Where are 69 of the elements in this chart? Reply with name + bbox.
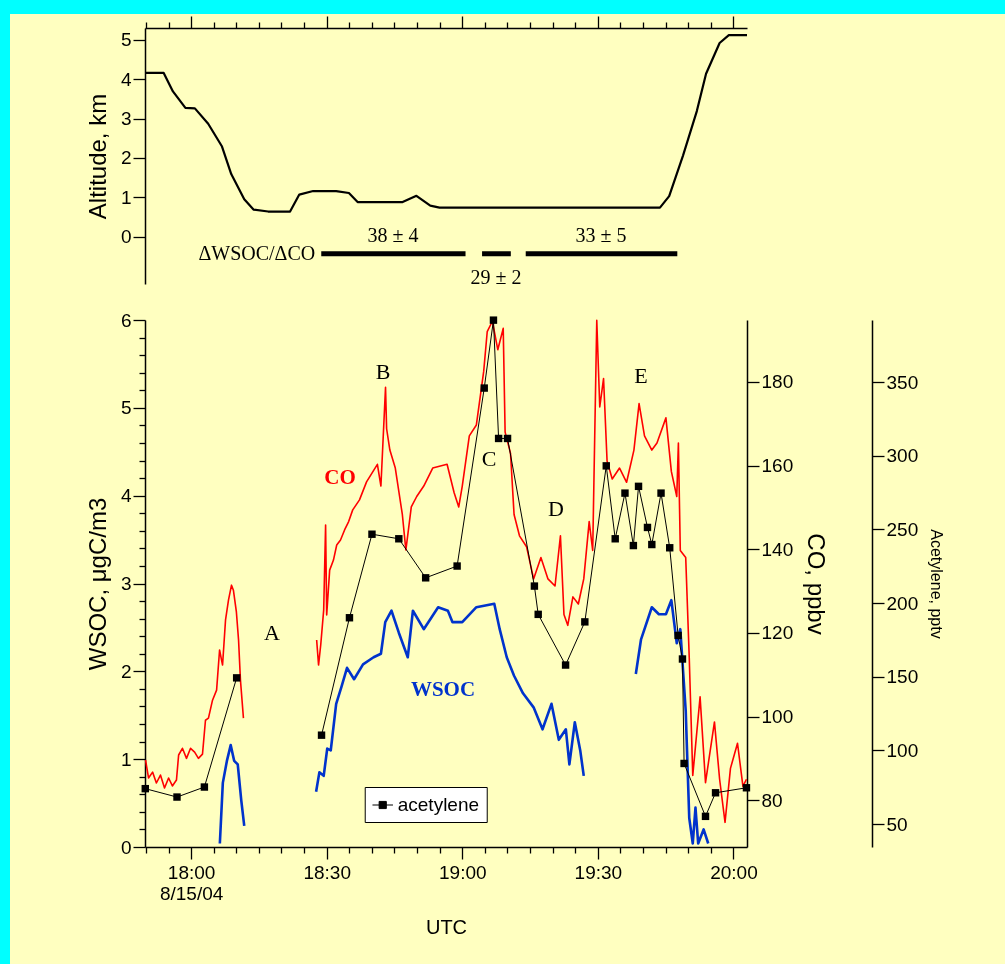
y-axis-title: Altitude, km [83,93,111,220]
point [395,535,403,543]
legend-label: acetylene [397,794,480,815]
point [368,530,376,538]
point [232,674,241,682]
x-tick-label: 18:00 8/15/04 [159,861,224,904]
point [581,618,589,626]
y2-tick-label: 120 [761,622,794,644]
x-tick-label: 18:30 [303,861,351,883]
point [657,489,665,497]
annotation: B [375,359,391,384]
y-tick-label: 0 [120,836,132,858]
annotation: C [481,446,497,471]
y-tick-label: 4 [120,68,132,90]
y-tick-label: 4 [120,485,132,507]
y-tick-label: 1 [120,186,132,208]
y-tick-label: 0 [120,226,132,248]
y-tick-label: 2 [120,147,132,169]
y2-tick-label: 180 [761,371,794,393]
series-label: CO [324,465,356,489]
x-tick-label: 19:30 [574,861,623,883]
point [453,562,461,570]
y3-tick-label: 200 [886,592,919,614]
x-tick-label: 19:00 [439,861,487,883]
point [480,384,488,392]
y2-tick-label: 80 [761,789,783,811]
y2-tick-label: 160 [761,455,794,477]
annotation: D [548,496,564,521]
point [489,316,498,324]
point [200,783,209,791]
x-axis-title: UTC [425,915,468,938]
point [317,731,326,739]
y-tick-label: 1 [120,748,132,770]
point [534,610,542,619]
y-tick-label: 5 [120,397,132,419]
y2-tick-label: 100 [761,706,794,727]
y-tick-label: 5 [120,29,132,51]
annotation: 38 ± 4 [367,224,419,246]
annotation: 33 ± 5 [575,224,627,246]
y2-axis-title: CO, ppbv [803,533,831,635]
y3-tick-label: 250 [886,518,919,540]
series-label: WSOC [410,677,476,701]
point [530,582,539,590]
point [602,462,610,470]
y3-tick-label: 100 [886,739,919,761]
point [621,489,629,497]
annotation: A [264,620,281,645]
series-label: ΔWSOC/ΔCO [198,241,316,264]
point [561,661,570,669]
annotation: 29 ± 2 [470,266,522,288]
point [173,793,181,801]
annotation: E [634,363,648,388]
y-tick-label: 3 [120,573,132,594]
y3-tick-label: 300 [886,445,919,467]
y-axis-title: WSOC, μgC/m3 [83,497,111,671]
y-tick-label: 3 [120,108,132,130]
y3-tick-label: 50 [886,813,908,835]
point [421,574,430,582]
y3-axis-title: Acetylene, pptv [928,529,946,639]
x-tick-label: 20:00 [710,861,758,883]
point [674,631,682,640]
point [680,759,688,768]
point [648,540,656,549]
y-tick-label: 2 [120,660,132,682]
y3-tick-label: 150 [886,666,919,688]
y-tick-label: 6 [120,309,132,331]
y3-tick-label: 350 [886,371,919,393]
point [678,655,687,663]
y2-tick-label: 140 [761,538,794,560]
